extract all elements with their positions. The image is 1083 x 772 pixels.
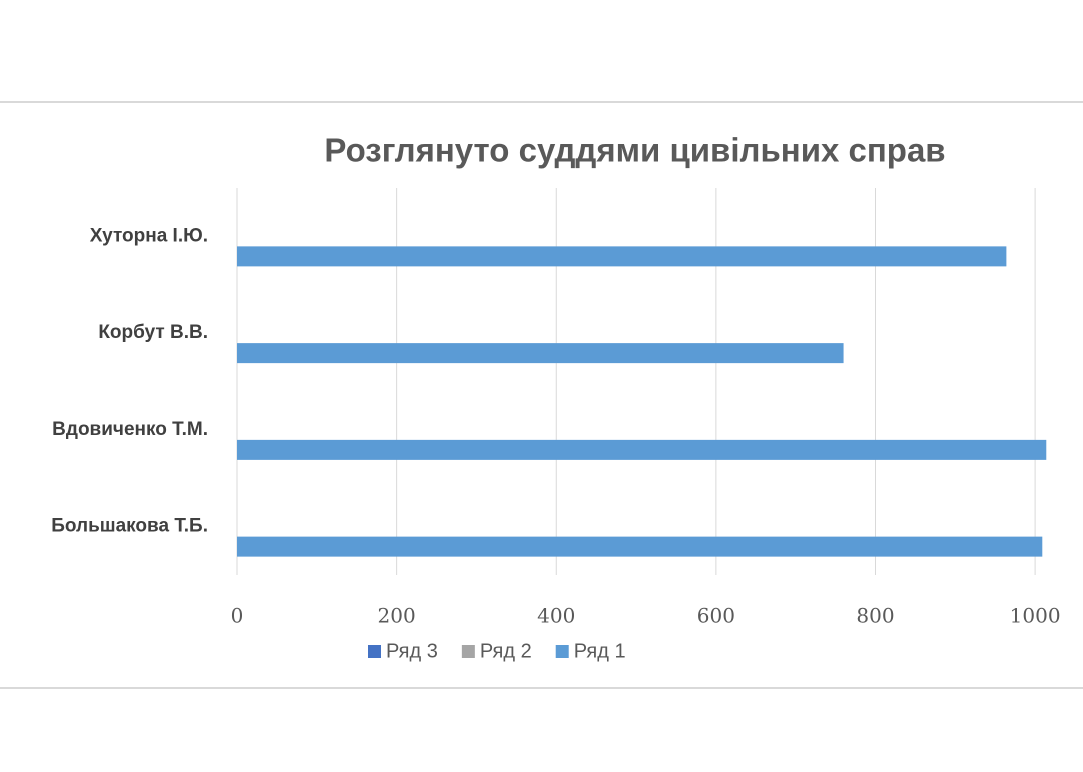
y-tick-label: Корбут В.В. — [98, 322, 208, 343]
x-tick-label: 600 — [697, 604, 735, 628]
y-tick-label: Большакова Т.Б. — [51, 516, 208, 537]
bar — [237, 246, 1007, 267]
legend-label: Ряд 2 — [480, 640, 532, 662]
legend-swatch — [461, 645, 475, 658]
legend-swatch — [555, 645, 569, 658]
bar — [237, 536, 1043, 557]
y-tick-label: Хуторна І.Ю. — [90, 225, 208, 246]
legend-label: Ряд 1 — [574, 640, 626, 662]
chart-title: Розглянуто суддями цивільних справ — [324, 132, 945, 169]
legend-label: Ряд 3 — [386, 640, 438, 662]
legend-swatch — [368, 645, 381, 658]
x-tick-label: 400 — [537, 604, 575, 628]
y-tick-label: Вдовиченко Т.М. — [52, 419, 208, 440]
bar — [237, 343, 844, 364]
x-tick-label: 200 — [378, 604, 416, 628]
x-tick-label: 1000 — [1010, 604, 1061, 628]
bar — [237, 439, 1047, 460]
x-tick-label: 800 — [856, 604, 894, 628]
x-tick-label: 0 — [231, 604, 244, 628]
